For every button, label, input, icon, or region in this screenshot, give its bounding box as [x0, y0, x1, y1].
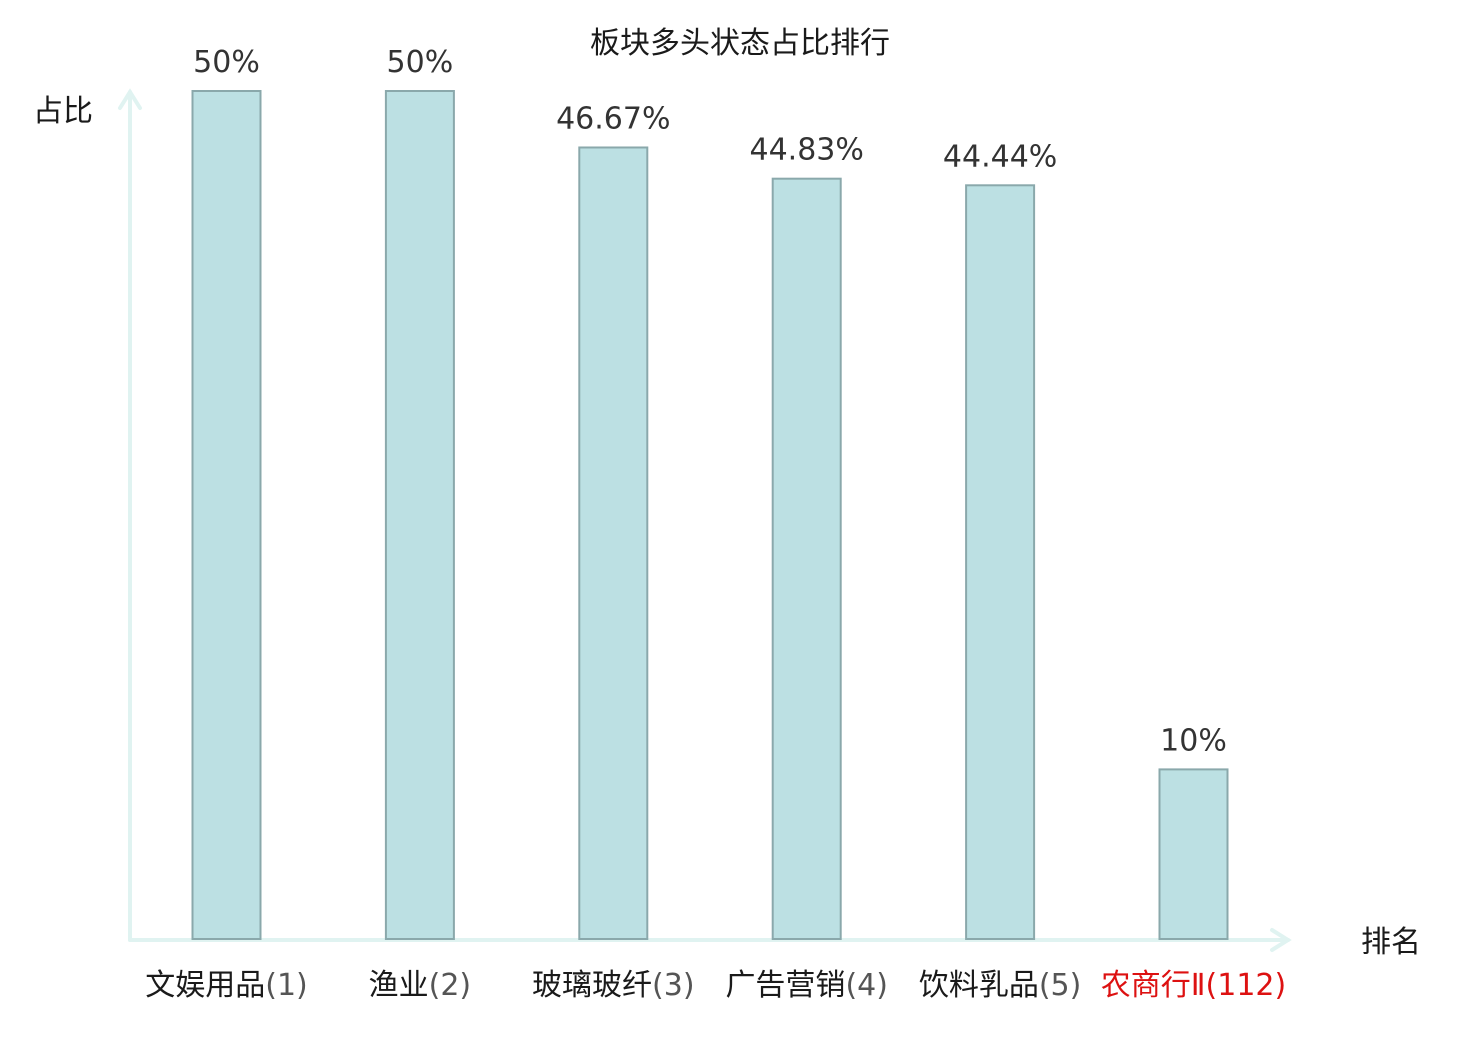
bar	[965, 184, 1036, 940]
value-labels: 50% 50% 46.67% 44.83% 44.44% 10%	[193, 45, 1227, 758]
category-rank: (3)	[652, 968, 695, 1003]
chart-title: 板块多头状态占比排行	[590, 26, 890, 61]
x-tick-label: 广告营销(4)	[725, 968, 888, 1003]
category-rank: (2)	[429, 968, 472, 1003]
x-tick-label: 渔业(2)	[369, 968, 472, 1003]
bar-value-label: 44.44%	[943, 139, 1057, 174]
x-axis-arrow	[1270, 928, 1292, 952]
bar	[578, 146, 649, 940]
x-tick-label: 农商行Ⅱ(112)	[1101, 968, 1286, 1003]
category-name: 农商行Ⅱ	[1101, 968, 1206, 1003]
category-name: 渔业	[369, 968, 429, 1003]
category-labels: 文娱用品(1) 渔业(2) 玻璃玻纤(3) 广告营销(4) 饮料乳品(5) 农商行Ⅱ(11…	[145, 968, 1286, 1003]
bar-value-label: 50%	[387, 45, 454, 80]
bar-value-label: 10%	[1160, 723, 1227, 758]
y-axis-arrow	[118, 88, 142, 110]
category-rank: (1)	[265, 968, 308, 1003]
x-tick-label: 文娱用品(1)	[145, 968, 308, 1003]
bar	[1158, 768, 1229, 941]
bar	[191, 90, 262, 940]
category-name: 饮料乳品	[919, 968, 1039, 1003]
bar-value-label: 46.67%	[556, 101, 670, 136]
bar	[384, 90, 455, 940]
bar-series	[191, 90, 1229, 941]
bar	[771, 177, 842, 940]
y-axis-label: 占比	[33, 94, 93, 129]
category-rank: (4)	[845, 968, 888, 1003]
category-name: 文娱用品	[145, 968, 265, 1003]
chart-axes	[118, 88, 1292, 952]
bar-value-label: 50%	[193, 45, 260, 80]
x-tick-label: 玻璃玻纤(3)	[532, 968, 695, 1003]
category-name: 广告营销	[725, 968, 845, 1003]
category-name: 玻璃玻纤	[532, 968, 652, 1003]
category-rank: (5)	[1039, 968, 1082, 1003]
x-axis-label: 排名	[1361, 925, 1421, 960]
category-rank: (112)	[1206, 968, 1287, 1003]
x-tick-label: 饮料乳品(5)	[919, 968, 1082, 1003]
bar-value-label: 44.83%	[750, 133, 864, 168]
